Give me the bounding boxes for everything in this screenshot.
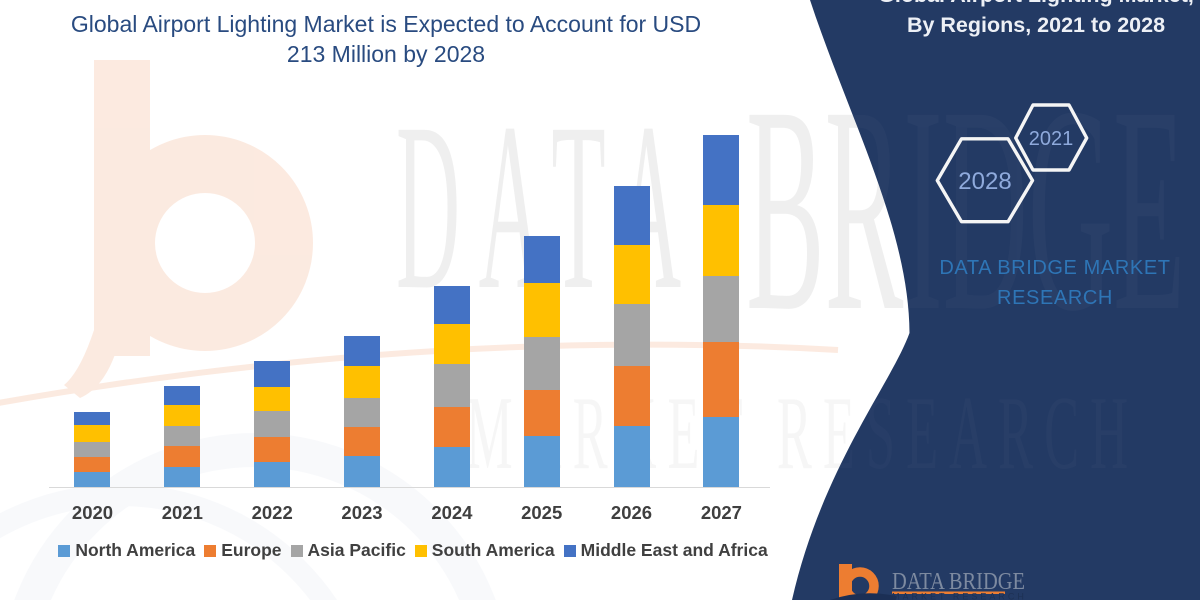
svg-text:DATA: DATA [396,75,700,340]
svg-text:MARKET RESEARCH: MARKET RESEARCH [466,374,1139,490]
svg-text:BRIDGE: BRIDGE [746,45,1185,372]
svg-text:DATA BRIDGE: DATA BRIDGE [892,569,1025,595]
svg-text:2021: 2021 [1029,128,1074,150]
svg-text:MARKET RESEARCH: MARKET RESEARCH [892,592,1027,600]
svg-text:2028: 2028 [958,168,1011,195]
